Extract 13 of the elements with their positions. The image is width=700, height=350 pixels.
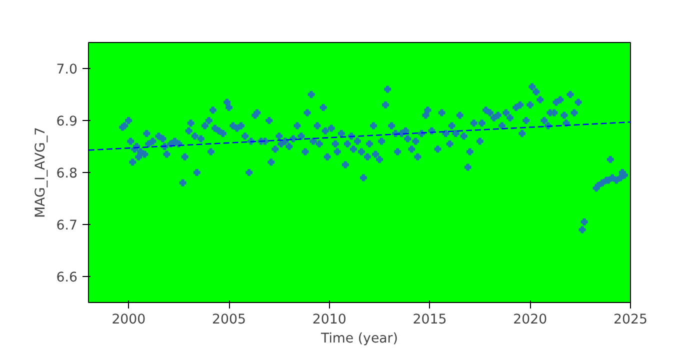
y-tick-label: 6.8 (56, 166, 78, 182)
y-axis-title: MAG_I_AVG_7 (33, 127, 48, 218)
x-axis-title: Time (year) (320, 332, 398, 346)
x-tick-label: 2005 (212, 312, 246, 328)
x-tick-label: 2000 (112, 312, 146, 328)
x-tick-label: 2025 (614, 312, 648, 328)
x-tick-label: 2010 (312, 312, 346, 328)
x-tick-label: 2015 (412, 312, 447, 328)
y-tick-label: 6.7 (56, 218, 78, 234)
y-tick-label: 7.0 (56, 62, 78, 78)
y-tick-label: 6.9 (56, 114, 78, 130)
x-tick-label: 2020 (513, 312, 548, 328)
y-tick-label: 6.6 (56, 270, 78, 286)
